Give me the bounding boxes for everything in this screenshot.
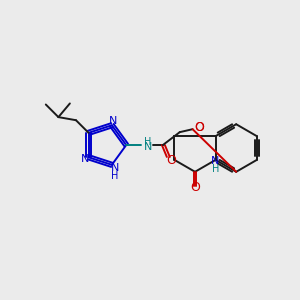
Text: N: N	[109, 116, 117, 126]
Text: O: O	[195, 121, 205, 134]
Text: O: O	[166, 154, 176, 167]
Text: O: O	[190, 181, 200, 194]
Text: H: H	[111, 171, 118, 181]
Text: N: N	[210, 156, 219, 166]
Text: O: O	[195, 121, 205, 134]
Text: N: N	[144, 142, 152, 152]
Text: H: H	[212, 164, 219, 174]
Text: H: H	[144, 137, 152, 147]
Text: N: N	[111, 163, 119, 173]
Text: N: N	[80, 154, 89, 164]
